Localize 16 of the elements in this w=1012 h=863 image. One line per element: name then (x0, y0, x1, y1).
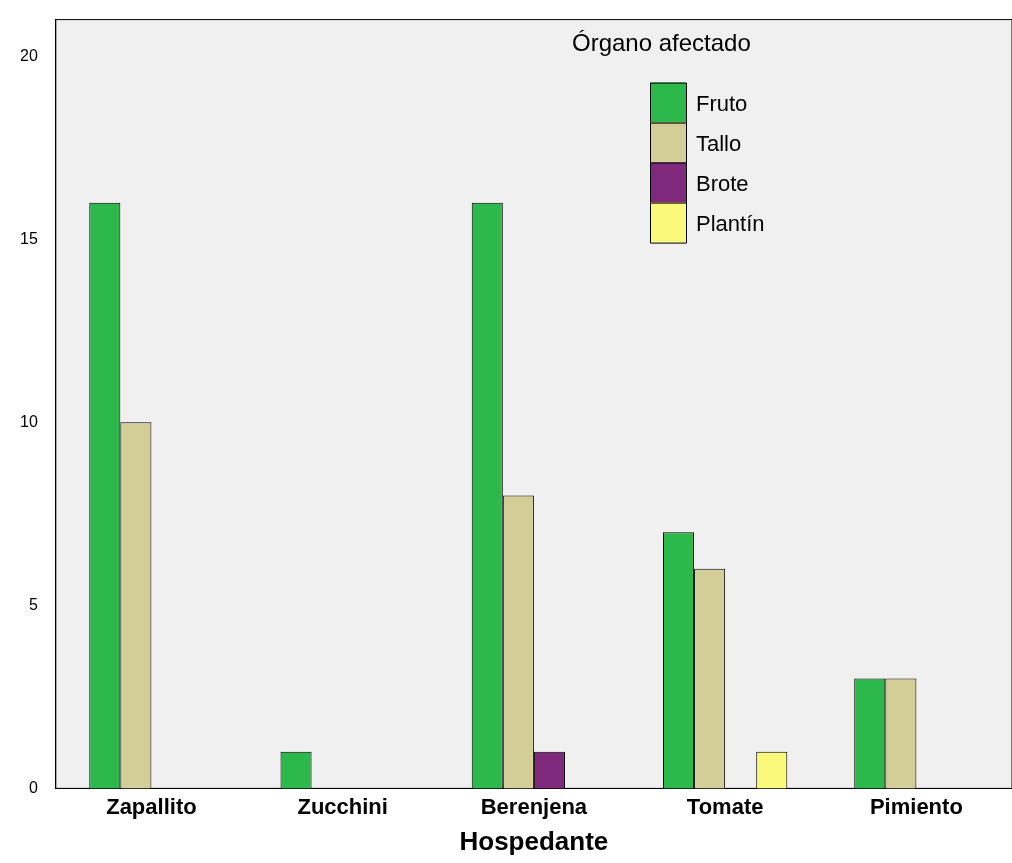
y-tick-label: 15 (20, 229, 38, 247)
x-tick-label: Berenjena (480, 793, 588, 819)
x-axis-title: Hospedante (459, 825, 609, 856)
x-tick-label: Tomate (686, 793, 764, 819)
y-tick-label: 10 (20, 412, 38, 430)
x-tick-label: Zucchini (297, 793, 388, 819)
y-tick-label: 0 (28, 778, 38, 796)
legend-label: Fruto (696, 90, 748, 116)
legend-title: Órgano afectado (572, 29, 751, 57)
legend-label: Plantín (696, 210, 765, 236)
y-tick-label: 5 (28, 595, 38, 613)
legend-label: Tallo (696, 130, 742, 156)
x-tick-label: Pimiento (869, 793, 963, 819)
legend-label: Brote (696, 170, 749, 196)
y-tick-label: 20 (20, 46, 38, 64)
x-tick-label: Zapallito (106, 793, 197, 819)
